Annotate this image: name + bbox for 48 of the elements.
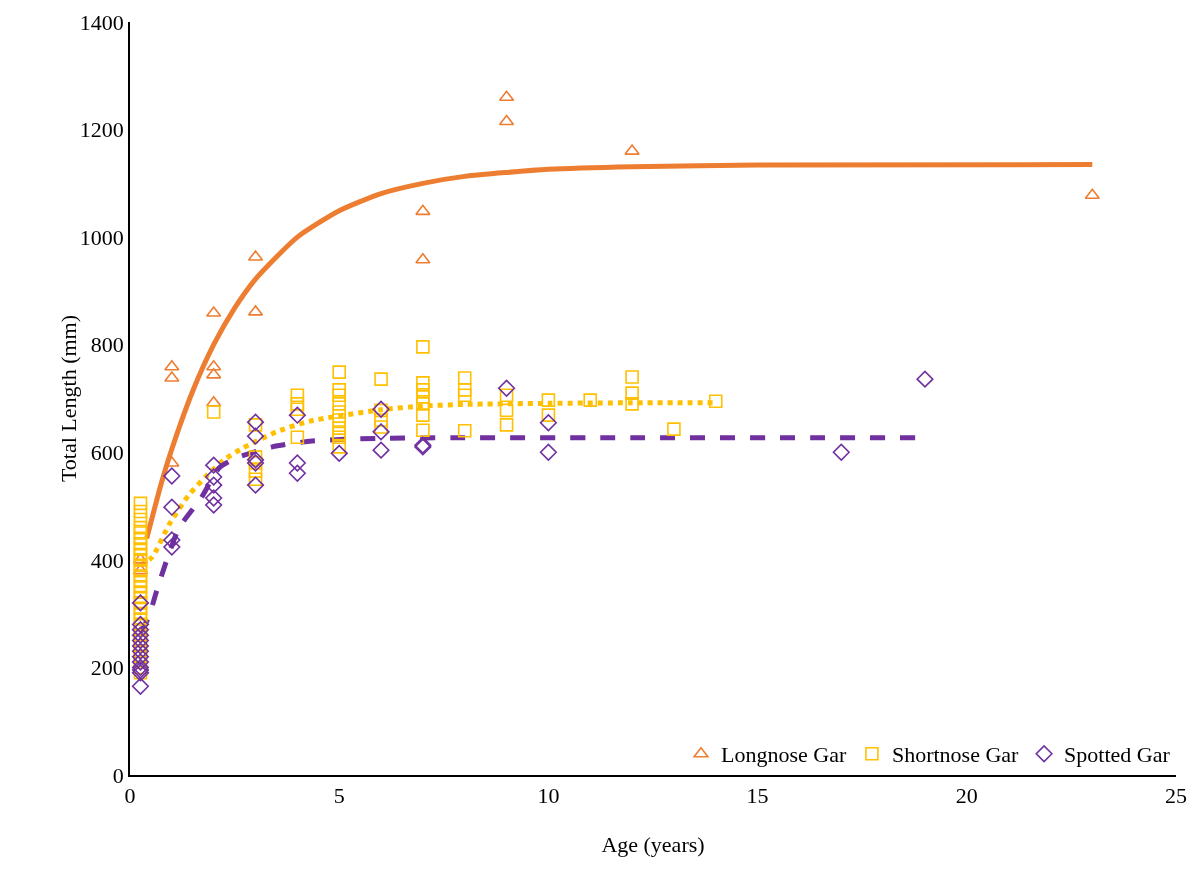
point: [246, 427, 265, 445]
point: [497, 379, 516, 397]
x-tick-label: 15: [746, 783, 769, 809]
x-tick-label: 20: [955, 783, 978, 809]
y-tick-label: 200: [90, 655, 124, 681]
x-tick-label: 10: [537, 783, 560, 809]
point: [498, 90, 515, 102]
legend-label: Longnose Gar: [721, 742, 847, 768]
point: [131, 677, 150, 695]
y-tick-label: 1000: [79, 224, 124, 250]
point: [164, 359, 180, 371]
point: [163, 498, 181, 516]
legend-label: Spotted Gar: [1064, 742, 1171, 768]
point: [163, 467, 181, 485]
x-tick-label: 5: [333, 783, 345, 809]
point: [916, 370, 934, 388]
point: [539, 443, 557, 461]
point: [288, 464, 306, 482]
point: [415, 204, 431, 216]
legend-label: Shortnose Gar: [891, 742, 1020, 768]
point: [498, 114, 515, 126]
point: [288, 454, 306, 472]
y-axis-title: Total Length (mm): [55, 314, 81, 483]
y-tick-label: 0: [112, 762, 124, 788]
y-tick-label: 400: [90, 547, 124, 573]
point: [205, 359, 222, 371]
point: [539, 414, 557, 432]
y-tick-label: 1200: [79, 117, 124, 143]
point: [372, 423, 390, 441]
point: [205, 468, 223, 486]
point: [205, 476, 223, 494]
point: [415, 252, 431, 264]
point: [205, 489, 223, 507]
x-axis-title: Age (years): [601, 831, 705, 857]
point: [246, 476, 265, 494]
x-tick-label: 25: [1165, 783, 1187, 809]
point: [832, 443, 850, 461]
point: [372, 441, 390, 459]
point: [163, 531, 181, 549]
y-tick-label: 1400: [79, 9, 124, 35]
point: [163, 538, 181, 556]
point: [330, 444, 348, 462]
y-tick-label: 800: [90, 332, 124, 358]
point: [288, 406, 306, 424]
point: [246, 413, 265, 431]
y-tick-label: 600: [90, 439, 124, 465]
point: [205, 496, 223, 514]
point: [205, 456, 223, 474]
